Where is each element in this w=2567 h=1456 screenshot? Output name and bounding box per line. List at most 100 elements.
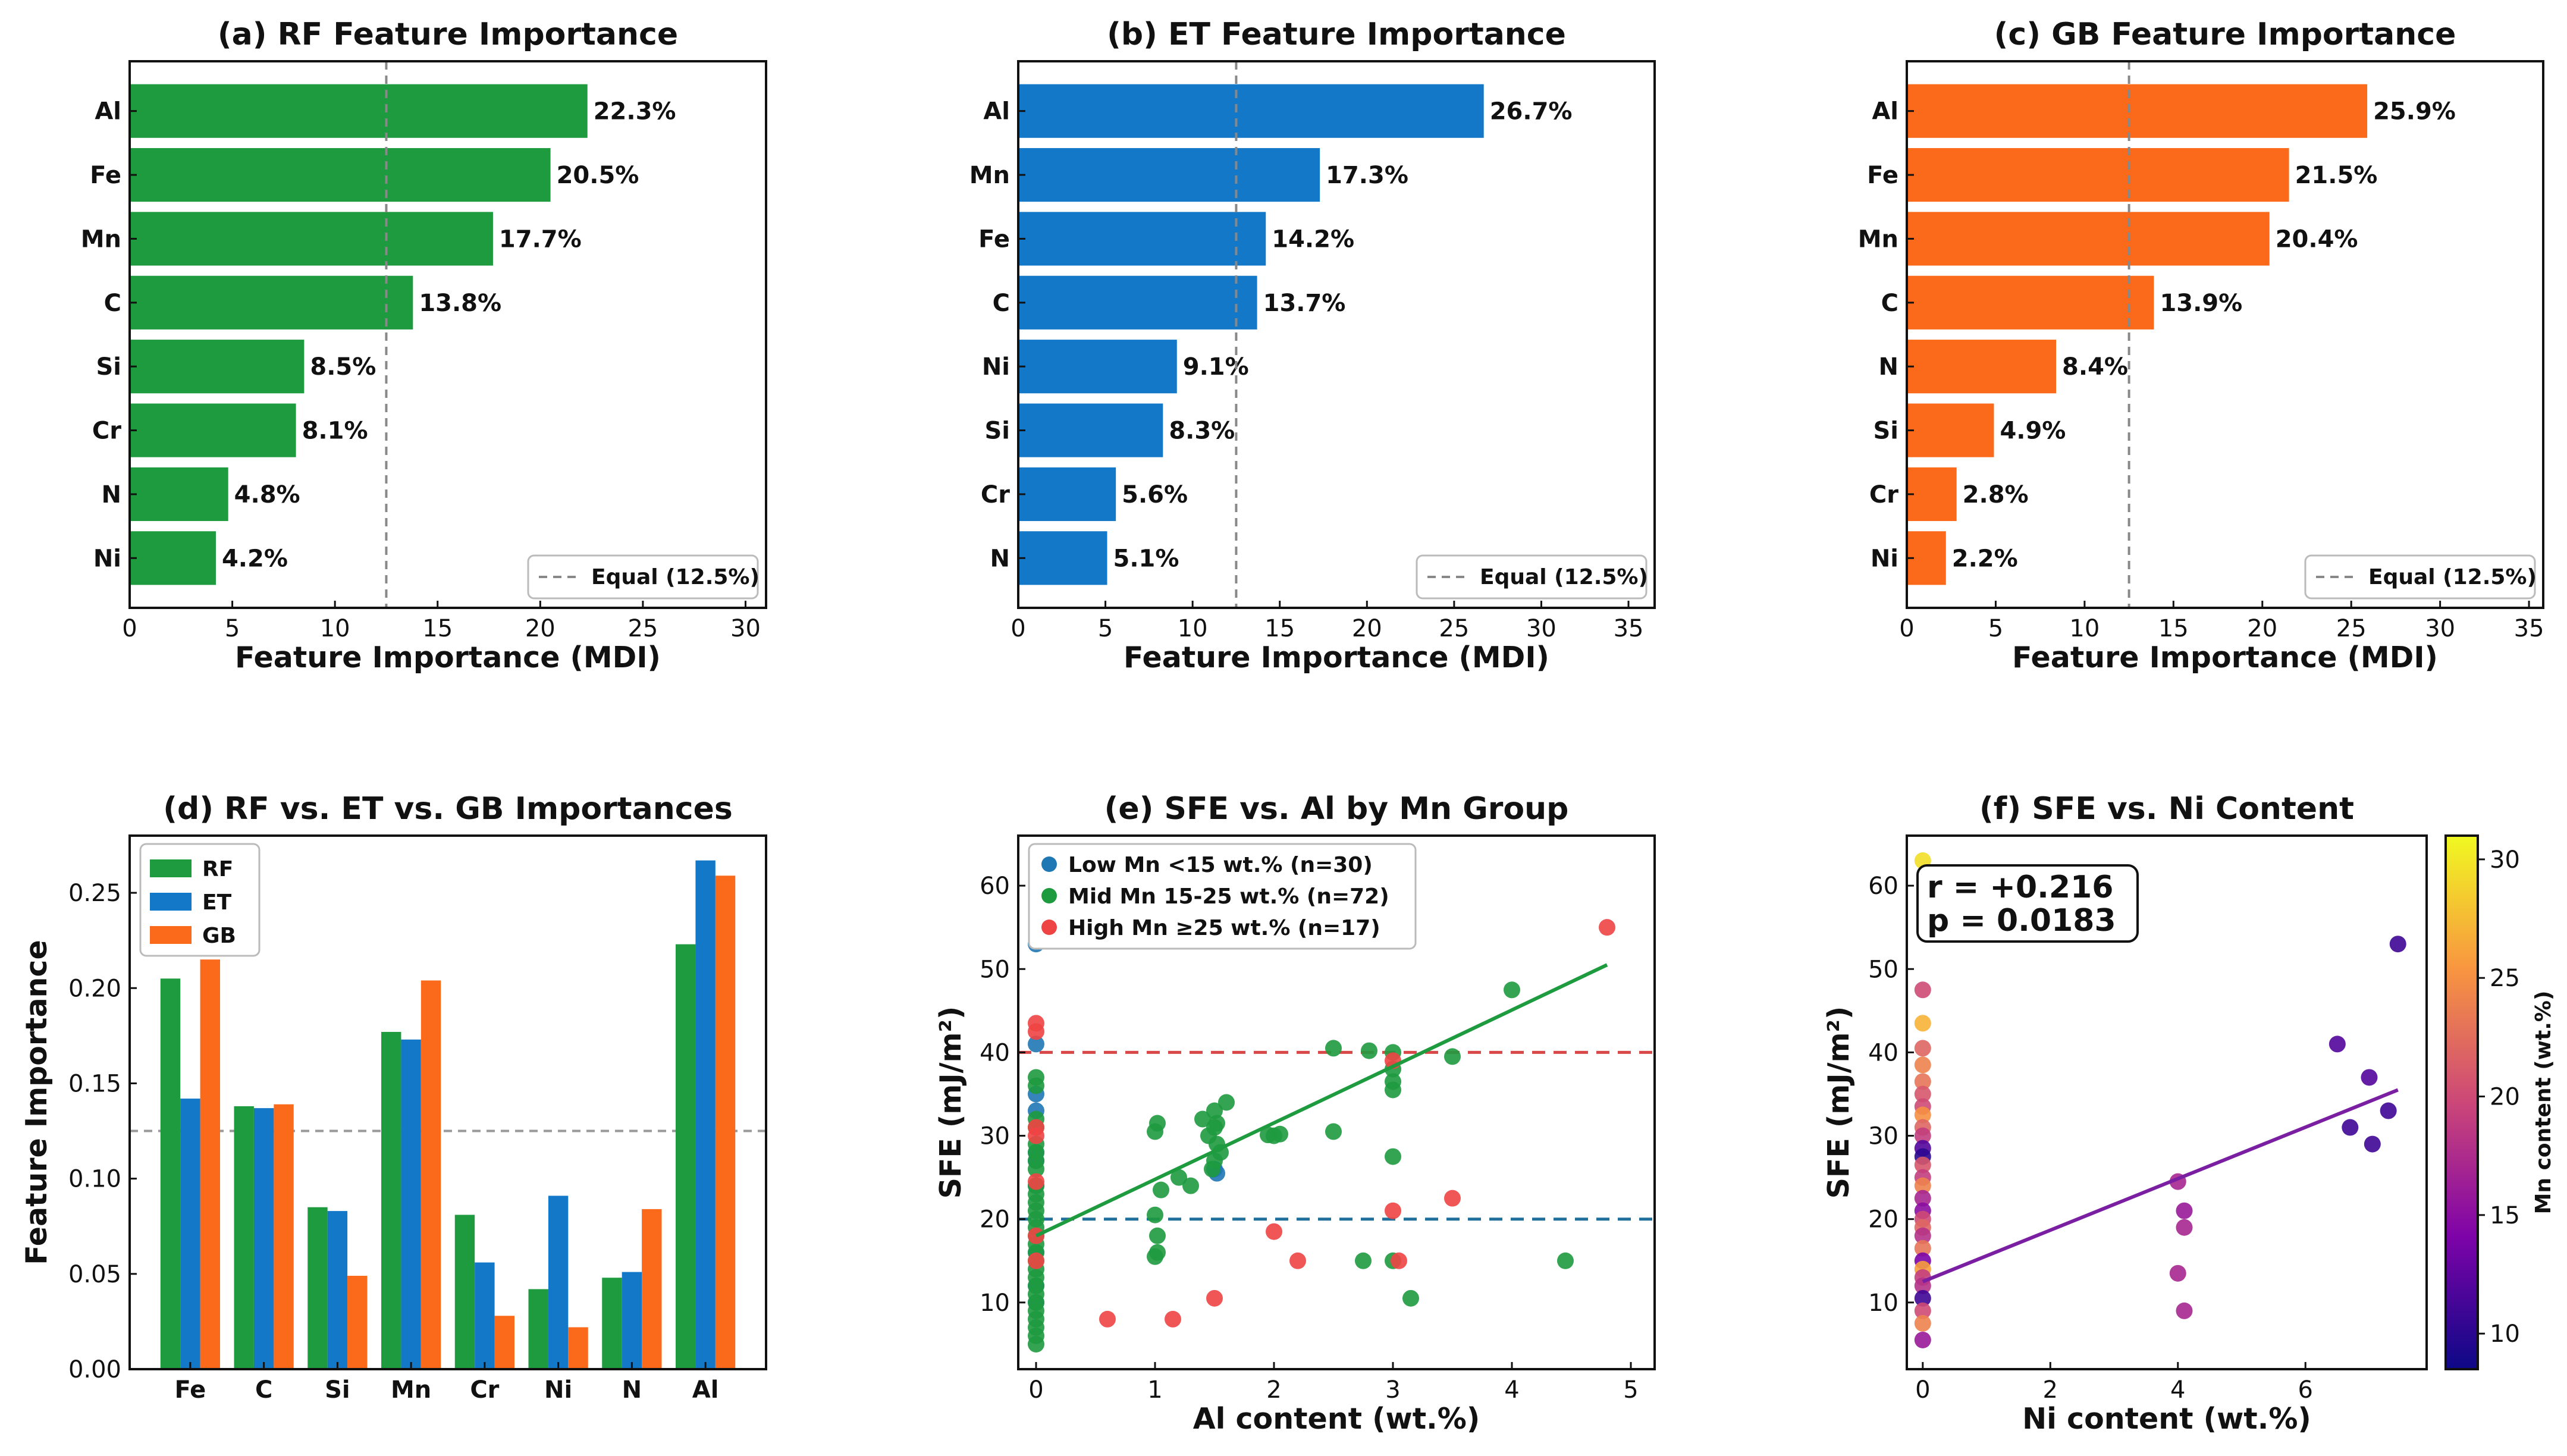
data-label: 4.2% <box>222 545 288 572</box>
data-point <box>1914 1056 1931 1074</box>
x-tick-label: 15 <box>2158 615 2189 642</box>
bar <box>1907 212 2270 266</box>
bar <box>130 212 493 266</box>
data-point <box>2364 1135 2381 1153</box>
category-label: Fe <box>978 225 1010 253</box>
x-tick-label: 30 <box>2425 615 2455 642</box>
x-tick-label: 15 <box>422 615 453 642</box>
legend-label: Mid Mn 15-25 wt.% (n=72) <box>1068 884 1389 909</box>
data-point <box>1153 1181 1169 1198</box>
data-point <box>1402 1289 1419 1307</box>
data-point <box>1914 1156 1931 1173</box>
category-label: Fe <box>1867 162 1898 189</box>
x-tick-label: 35 <box>2514 615 2544 642</box>
category-label: N <box>1879 353 1898 381</box>
x-tick-label: 35 <box>1614 615 1644 642</box>
data-point <box>1204 1160 1220 1178</box>
legend-swatch <box>150 893 192 911</box>
bar <box>1907 340 2057 394</box>
data-point <box>1149 1227 1166 1244</box>
x-tick-label: 25 <box>1439 615 1469 642</box>
data-point <box>1266 1223 1282 1240</box>
y-tick-label: 0.25 <box>68 880 121 907</box>
x-tick-label: 2 <box>1266 1376 1281 1404</box>
y-tick-label: 0.20 <box>68 975 121 1002</box>
data-point <box>1914 1302 1931 1319</box>
data-point <box>1557 1252 1574 1269</box>
data-point <box>1914 1314 1931 1332</box>
data-point <box>2176 1219 2193 1236</box>
data-label: 8.5% <box>310 353 376 381</box>
bar <box>381 1031 401 1369</box>
category-label: Al <box>983 98 1010 125</box>
stats-p: p = 0.0183 <box>1927 903 2116 939</box>
fit-line <box>1035 963 1608 1238</box>
x-tick-label: 20 <box>525 615 556 642</box>
data-point <box>2361 1069 2378 1086</box>
bar <box>602 1278 622 1369</box>
x-tick-label: 0 <box>1899 615 1914 642</box>
data-label: 2.2% <box>1952 545 2018 572</box>
data-point <box>1028 1077 1044 1094</box>
data-point <box>1391 1252 1407 1269</box>
category-label: N <box>990 545 1010 572</box>
bar <box>420 980 441 1369</box>
category-label: Si <box>984 418 1010 445</box>
legend-swatch <box>1041 888 1057 903</box>
plot-frame <box>1906 834 2428 1370</box>
x-tick-label: 30 <box>1526 615 1556 642</box>
data-point <box>2169 1264 2186 1282</box>
category-label: Si <box>325 1376 350 1404</box>
category-label: Al <box>95 98 121 125</box>
data-label: 26.7% <box>1490 98 1573 125</box>
x-tick-label: 10 <box>2069 615 2100 642</box>
data-point <box>1099 1310 1116 1328</box>
legend-label: High Mn ≥25 wt.% (n=17) <box>1068 916 1380 940</box>
data-label: 5.1% <box>1113 545 1179 572</box>
data-point <box>2380 1102 2397 1119</box>
category-label: Mn <box>391 1376 431 1404</box>
plot-frame <box>128 834 767 1370</box>
y-tick-label: 20 <box>1868 1206 1898 1234</box>
data-label: 20.5% <box>557 162 639 189</box>
colorbar-tick-label: 25 <box>2490 965 2520 992</box>
category-label: C <box>255 1376 272 1404</box>
y-tick-label: 10 <box>1868 1289 1898 1317</box>
category-label: Fe <box>90 162 121 189</box>
x-tick-label: 0 <box>122 615 137 642</box>
bar <box>307 1207 328 1369</box>
data-label: 14.2% <box>1272 225 1354 253</box>
bar <box>130 467 228 522</box>
x-tick-label: 0 <box>1915 1376 1930 1404</box>
x-tick-label: 2 <box>2043 1376 2058 1404</box>
bar <box>1907 467 1957 522</box>
bar <box>1018 148 1320 202</box>
legend-label: RF <box>202 857 233 881</box>
data-point <box>1914 1040 1931 1057</box>
bar <box>130 531 216 585</box>
category-label: Cr <box>92 418 121 445</box>
category-label: Ni <box>544 1376 572 1404</box>
legend-swatch <box>150 859 192 877</box>
legend-box <box>527 554 759 600</box>
data-point <box>1914 1289 1931 1307</box>
colorbar-tick-label: 15 <box>2490 1202 2520 1229</box>
bar <box>274 1104 294 1369</box>
chart-title: (c) GB Feature Importance <box>1994 17 2456 52</box>
data-point <box>2176 1202 2193 1219</box>
y-tick-label: 50 <box>980 956 1010 983</box>
data-point <box>1028 1152 1044 1169</box>
bar <box>1018 275 1257 330</box>
x-tick-label: 5 <box>1623 1376 1638 1404</box>
x-tick-label: 15 <box>1264 615 1295 642</box>
plot-frame <box>128 60 767 609</box>
data-point <box>1914 1190 1931 1207</box>
bar <box>1907 403 1994 457</box>
data-point <box>1385 1202 1401 1219</box>
bar <box>548 1195 569 1369</box>
data-point <box>1218 1094 1235 1111</box>
y-axis-label: SFE (mJ/m²) <box>1822 1006 1856 1199</box>
bar <box>130 340 305 394</box>
legend-label: Equal (12.5%) <box>2368 565 2537 589</box>
